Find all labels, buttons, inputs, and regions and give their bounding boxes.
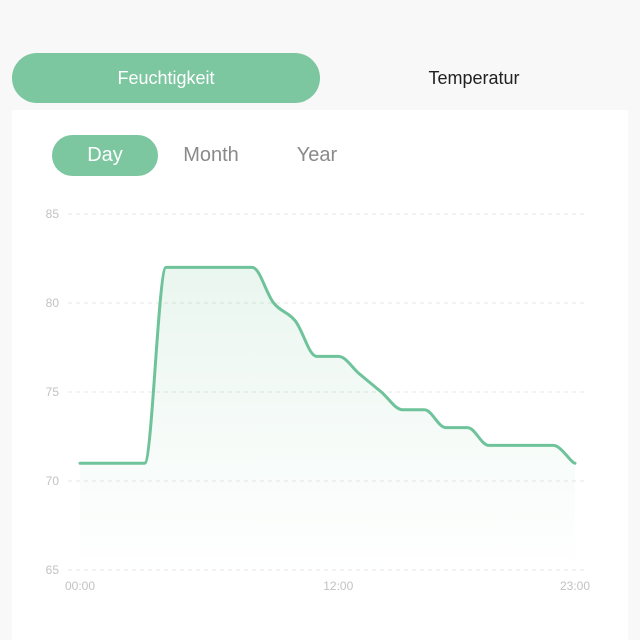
data-point: [77, 460, 83, 466]
y-tick-label: 85: [46, 207, 60, 221]
chart-card: Day Month Year 85 80 75 70 65 00:00 12:00 23:0…: [12, 110, 628, 640]
data-point: [572, 460, 578, 466]
data-point: [529, 442, 535, 448]
tab-month[interactable]: Month: [183, 144, 239, 166]
data-point: [357, 371, 363, 377]
data-point: [185, 264, 191, 270]
data-point: [507, 442, 513, 448]
data-point: [400, 407, 406, 413]
data-point: [206, 264, 212, 270]
range-tab-bar: Day Month Year: [52, 135, 382, 176]
x-tick-label: 12:00: [323, 579, 353, 593]
data-point: [443, 425, 449, 431]
data-point: [271, 300, 277, 306]
y-axis-ticks: 85 80 75 70 65: [46, 207, 60, 577]
y-tick-label: 70: [46, 474, 60, 488]
x-axis-ticks: 00:00 12:00 23:00: [65, 579, 590, 593]
data-point: [228, 264, 234, 270]
data-point: [550, 442, 556, 448]
y-tick-label: 65: [46, 563, 60, 577]
x-tick-label: 00:00: [65, 579, 95, 593]
area-fill: [80, 267, 575, 570]
data-point: [249, 264, 255, 270]
tab-day[interactable]: Day: [52, 135, 158, 176]
tab-temperatur[interactable]: Temperatur: [428, 68, 520, 88]
data-point: [335, 353, 341, 359]
data-point: [378, 389, 384, 395]
y-tick-label: 75: [46, 385, 60, 399]
data-point: [292, 318, 298, 324]
tab-feuchtigkeit[interactable]: Feuchtigkeit: [12, 53, 320, 103]
data-point: [314, 353, 320, 359]
series-line: [78, 265, 577, 465]
humidity-chart: 85 80 75 70 65 00:00 12:00 23:00: [46, 207, 591, 593]
top-tab-bar: Feuchtigkeit Temperatur: [12, 53, 628, 103]
y-tick-label: 80: [46, 296, 60, 310]
data-point: [142, 460, 148, 466]
data-point: [421, 407, 427, 413]
data-point: [120, 460, 126, 466]
data-point: [486, 442, 492, 448]
tab-year[interactable]: Year: [296, 144, 338, 166]
data-point: [163, 264, 169, 270]
x-tick-label: 23:00: [560, 579, 590, 593]
data-point: [99, 460, 105, 466]
data-point: [464, 425, 470, 431]
